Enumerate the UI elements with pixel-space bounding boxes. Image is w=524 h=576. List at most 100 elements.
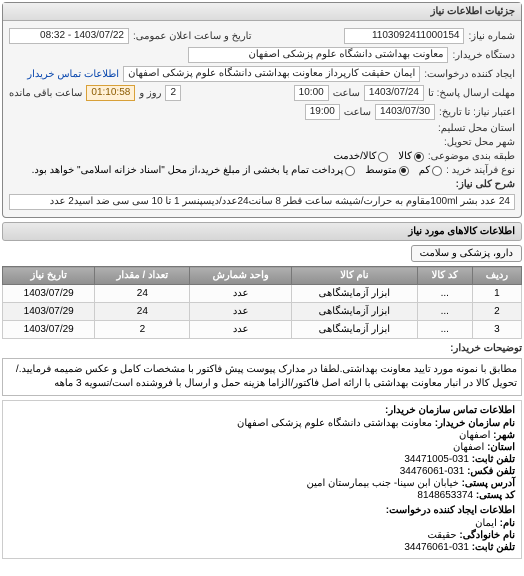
deadline-to-label: مهلت ارسال پاسخ: تا: [428, 88, 515, 99]
creator-lname-line: نام خانوادگی: حقیقت: [9, 530, 515, 541]
contact-addr-label: آدرس پستی:: [462, 478, 515, 489]
contact-province-label: استان:: [487, 442, 515, 453]
col-name: نام کالا: [292, 267, 418, 285]
radio-dot-icon: [399, 166, 409, 176]
contact-fax-label: تلفن فکس:: [467, 466, 515, 477]
title-label: شرح کلی نیاز:: [456, 179, 515, 190]
remaining-days-label: روز و: [139, 88, 161, 99]
remaining-time: 01:10:58: [86, 85, 135, 101]
announce-value: 1403/07/22 - 08:32: [9, 28, 129, 44]
radio-low[interactable]: کم: [419, 165, 442, 176]
cell-name: ابزار آزمایشگاهی: [292, 285, 418, 303]
contact-block: اطلاعات تماس سازمان خریدار: نام سازمان خ…: [2, 400, 522, 559]
remaining-time-label: ساعت باقی مانده: [9, 88, 82, 99]
radio-dot-icon: [345, 166, 355, 176]
validity-time: 19:00: [305, 104, 340, 120]
radio-mid[interactable]: متوسط: [365, 165, 408, 176]
radio-service-label: کالا/خدمت: [333, 151, 376, 162]
row-title: شرح کلی نیاز: 24 عدد بشر 100mlمقاوم به ح…: [9, 179, 515, 210]
contact-post: 8148653374: [417, 490, 473, 501]
contact-addr: خیابان ابن سینا- جنب بیمارستان امین: [306, 478, 458, 489]
process-label: نوع فرآیند خرید :: [446, 165, 515, 176]
notes-label: توضیحات خریدار:: [450, 343, 522, 354]
creator-name-label: نام:: [500, 518, 515, 529]
radio-partial[interactable]: پرداخت تمام یا بخشی از مبلغ خرید،از محل …: [32, 165, 356, 176]
cell-unit: عدد: [190, 321, 292, 339]
item-batch-label: طبقه بندی موضوعی:: [428, 151, 515, 162]
creator-lname-label: نام خانوادگی:: [459, 530, 515, 541]
row-validity: اعتبار نیاز: تا تاریخ: 1403/07/30 ساعت 1…: [9, 104, 515, 120]
number-label: شماره نیاز:: [468, 31, 515, 42]
radio-item-label: کالا: [398, 151, 412, 162]
contact-section-title: اطلاعات تماس سازمان خریدار:: [9, 405, 515, 416]
contact-addr-line: آدرس پستی: خیابان ابن سینا- جنب بیمارستا…: [9, 478, 515, 489]
radio-item[interactable]: کالا: [398, 151, 424, 162]
cell-code: ...: [417, 285, 472, 303]
cell-qty: 2: [95, 321, 190, 339]
cell-date: 1403/07/29: [3, 321, 95, 339]
contact-city-line: شهر: اصفهان: [9, 430, 515, 441]
contact-org: معاونت بهداشتی دانشگاه علوم پزشکی اصفهان: [237, 418, 432, 429]
creator-name-line: نام: ایمان: [9, 518, 515, 529]
radio-dot-icon: [378, 152, 388, 162]
contact-fax-line: تلفن فکس: 031-34476061: [9, 466, 515, 477]
radio-dot-icon: [432, 166, 442, 176]
col-qty: تعداد / مقدار: [95, 267, 190, 285]
contact-org-label: نام سازمان خریدار:: [435, 418, 515, 429]
cell-name: ابزار آزمایشگاهی: [292, 321, 418, 339]
cell-code: ...: [417, 303, 472, 321]
table-body: 1 ... ابزار آزمایشگاهی عدد 24 1403/07/29…: [3, 285, 522, 339]
table-row[interactable]: 2 ... ابزار آزمایشگاهی عدد 24 1403/07/29: [3, 303, 522, 321]
col-rownum: ردیف: [472, 267, 521, 285]
contact-post-label: کد پستی:: [476, 490, 515, 501]
validity-date: 1403/07/30: [375, 104, 435, 120]
table-header-row: ردیف کد کالا نام کالا واحد شمارش تعداد /…: [3, 267, 522, 285]
table-row[interactable]: 3 ... ابزار آزمایشگاهی عدد 2 1403/07/29: [3, 321, 522, 339]
creator-phone-label: تلفن ثابت:: [472, 542, 515, 553]
panel-body: شماره نیاز: 1103092411000154 تاریخ و ساع…: [3, 21, 521, 217]
contact-fax: 031-34476061: [400, 466, 465, 477]
creator-value: ایمان حقیقت کارپرداز معاونت بهداشتی دانش…: [123, 66, 420, 82]
buyer-value: معاونت بهداشتی دانشگاه علوم پزشکی اصفهان: [188, 47, 448, 63]
radio-low-label: کم: [419, 165, 430, 176]
title-value: 24 عدد بشر 100mlمقاوم به حرارت/شیشه ساعت…: [9, 194, 515, 210]
creator-phone: 031-34476061: [404, 542, 469, 553]
cell-date: 1403/07/29: [3, 303, 95, 321]
goods-chip[interactable]: دارو، پزشکی و سلامت: [411, 245, 522, 262]
remaining-days: 2: [165, 85, 181, 101]
cell-date: 1403/07/29: [3, 285, 95, 303]
contact-city-label: شهر:: [493, 430, 515, 441]
creator-label: ایجاد کننده درخواست:: [424, 69, 515, 80]
creator-section-title: اطلاعات ایجاد کننده درخواست:: [9, 505, 515, 516]
creator-name: ایمان: [475, 518, 497, 529]
contact-city: اصفهان: [459, 430, 490, 441]
goods-section-title: اطلاعات کالاهای مورد نیاز: [2, 222, 522, 241]
contact-province: اصفهان: [453, 442, 484, 453]
cell-rownum: 1: [472, 285, 521, 303]
validity-time-label: ساعت: [344, 107, 371, 118]
col-code: کد کالا: [417, 267, 472, 285]
row-province: استان محل تسلیم:: [9, 123, 515, 134]
cell-qty: 24: [95, 285, 190, 303]
cell-rownum: 3: [472, 321, 521, 339]
contact-link[interactable]: اطلاعات تماس خریدار: [27, 69, 119, 80]
col-date: تاریخ نیاز: [3, 267, 95, 285]
deadline-time: 10:00: [294, 85, 329, 101]
contact-phone-label: تلفن ثابت:: [472, 454, 515, 465]
row-process-type: نوع فرآیند خرید : کم متوسط پرداخت تمام ی…: [9, 165, 515, 176]
validity-to-label: اعتبار نیاز: تا تاریخ:: [439, 107, 515, 118]
contact-province-line: استان: اصفهان: [9, 442, 515, 453]
buyer-label: دستگاه خریدار:: [452, 50, 515, 61]
radio-service[interactable]: کالا/خدمت: [333, 151, 388, 162]
announce-label: تاریخ و ساعت اعلان عمومی:: [133, 31, 252, 42]
goods-chip-row: دارو، پزشکی و سلامت: [0, 243, 524, 264]
row-city: شهر محل تحویل:: [9, 137, 515, 148]
notes-text: مطابق با نمونه مورد تایید معاونت بهداشتی…: [2, 358, 522, 396]
deadline-time-label: ساعت: [333, 88, 360, 99]
radio-mid-label: متوسط: [365, 165, 396, 176]
need-details-panel: جزئیات اطلاعات نیاز شماره نیاز: 11030924…: [2, 2, 522, 218]
goods-table: ردیف کد کالا نام کالا واحد شمارش تعداد /…: [2, 266, 522, 339]
table-row[interactable]: 1 ... ابزار آزمایشگاهی عدد 24 1403/07/29: [3, 285, 522, 303]
contact-org-line: نام سازمان خریدار: معاونت بهداشتی دانشگا…: [9, 418, 515, 429]
radio-partial-label: پرداخت تمام یا بخشی از مبلغ خرید،از محل …: [32, 165, 344, 176]
